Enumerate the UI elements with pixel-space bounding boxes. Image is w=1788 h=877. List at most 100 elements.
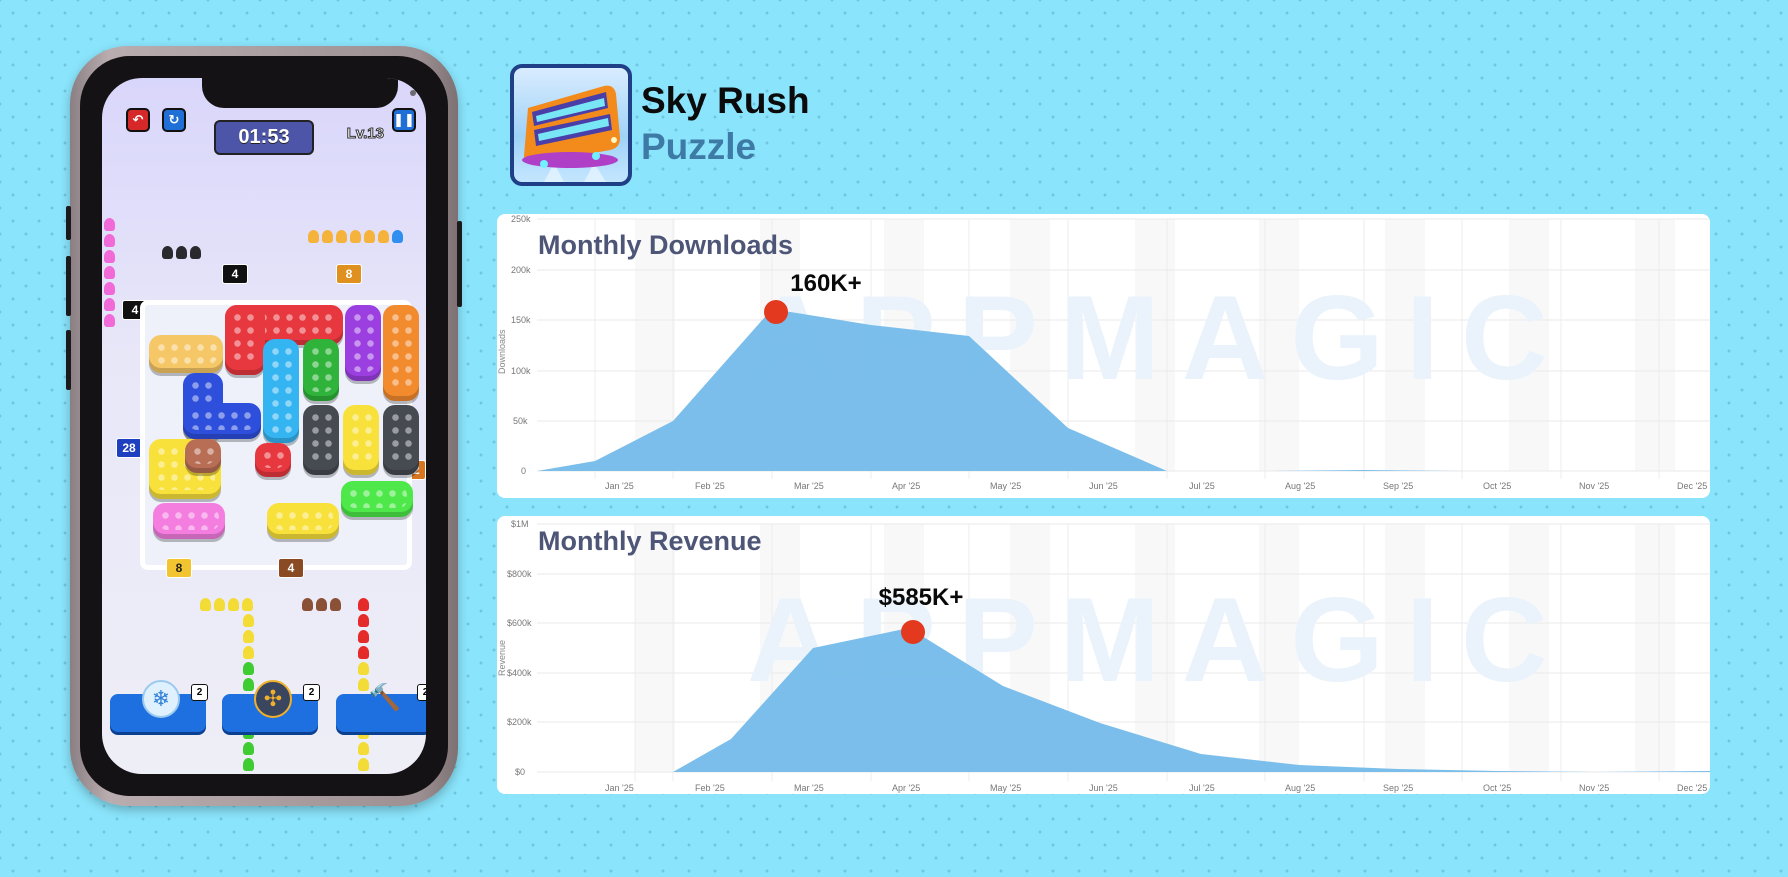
station-tag: 8 [336, 264, 362, 284]
svg-text:Dec '25: Dec '25 [1677, 481, 1707, 491]
phone-notch [202, 78, 416, 108]
orange-bus-block[interactable] [383, 305, 419, 401]
y-axis-label: Revenue [497, 640, 507, 676]
svg-text:Feb '25: Feb '25 [695, 481, 725, 491]
svg-text:Jun '25: Jun '25 [1089, 783, 1118, 793]
tan-bus-block[interactable] [149, 335, 223, 373]
booster-count: 2 [303, 684, 320, 701]
phone-side-button [66, 206, 71, 240]
phone-mockup: ↶ ↻ 01:53 Lv.13 ❚❚ 4 8 4 28 12 [66, 46, 462, 806]
phone-volume-up-button [66, 256, 71, 316]
svg-text:Jan '25: Jan '25 [605, 481, 634, 491]
phone-bezel: ↶ ↻ 01:53 Lv.13 ❚❚ 4 8 4 28 12 [80, 56, 448, 796]
red-small-block[interactable] [255, 443, 291, 477]
peak-marker [901, 620, 925, 644]
front-camera [410, 90, 416, 96]
svg-text:Dec '25: Dec '25 [1677, 783, 1707, 793]
undo-icon: ↶ [132, 112, 144, 127]
svg-text:100k: 100k [511, 366, 531, 376]
puzzle-board [140, 300, 419, 570]
cyan-bus-block[interactable] [263, 339, 299, 443]
station-tag: 4 [222, 264, 248, 284]
phone-power-button [457, 221, 462, 307]
svg-text:May '25: May '25 [990, 783, 1021, 793]
freeze-booster-button[interactable]: ❄ 2 [110, 680, 208, 732]
red-yellow-people-column [358, 598, 369, 774]
pink-bus-block[interactable] [153, 503, 225, 539]
svg-text:Mar '25: Mar '25 [794, 783, 824, 793]
svg-text:$200k: $200k [507, 717, 532, 727]
svg-text:May '25: May '25 [990, 481, 1021, 491]
hammer-icon: 🔨 [368, 681, 402, 712]
svg-text:150k: 150k [511, 315, 531, 325]
purple-bus-block[interactable] [345, 305, 381, 381]
restart-button[interactable]: ↻ [162, 108, 186, 132]
downloads-chart-card: APPMAGIC 250k 200k 150k 100k 50k 0 Downloads… [497, 214, 1710, 498]
svg-text:Sep '25: Sep '25 [1383, 481, 1413, 491]
booster-count: 2 [417, 684, 426, 701]
game-screen: ↶ ↻ 01:53 Lv.13 ❚❚ 4 8 4 28 12 [102, 78, 426, 774]
hammer-booster-button[interactable]: 🔨 2 [336, 682, 426, 732]
grey-bus-block[interactable] [303, 405, 339, 475]
svg-text:250k: 250k [511, 214, 531, 224]
brown-small-block[interactable] [185, 439, 221, 473]
level-indicator: Lv.13 [346, 125, 384, 143]
green-bus-block-2[interactable] [341, 481, 413, 517]
booster-count: 2 [191, 684, 208, 701]
app-genre: Puzzle [641, 126, 757, 167]
green-bus-block[interactable] [303, 339, 339, 401]
pause-button[interactable]: ❚❚ [392, 108, 416, 132]
revenue-chart-card: APPMAGIC $1M $800k $600k $400k $200k $0 Reve… [497, 516, 1710, 794]
black-people-queue [162, 246, 201, 259]
pause-icon: ❚❚ [393, 112, 415, 127]
yellow-bus-block[interactable] [343, 405, 379, 475]
propeller-booster-button[interactable]: ✣ 2 [222, 680, 320, 732]
downloads-chart-title: Monthly Downloads [538, 230, 793, 260]
svg-text:Mar '25: Mar '25 [794, 481, 824, 491]
svg-text:Aug '25: Aug '25 [1285, 783, 1315, 793]
brown-people-queue [302, 598, 341, 611]
svg-text:0: 0 [521, 466, 526, 476]
yellow-people-queue [200, 598, 253, 611]
svg-text:Oct '25: Oct '25 [1483, 481, 1511, 491]
svg-text:Apr '25: Apr '25 [892, 783, 920, 793]
phone-volume-down-button [66, 330, 71, 390]
app-title: Sky Rush [641, 80, 810, 121]
revenue-chart-title: Monthly Revenue [538, 526, 762, 556]
svg-text:Nov '25: Nov '25 [1579, 783, 1609, 793]
flying-bus-app-icon [522, 85, 620, 182]
svg-text:Aug '25: Aug '25 [1285, 481, 1315, 491]
station-tag: 4 [278, 558, 304, 578]
svg-text:200k: 200k [511, 265, 531, 275]
orange-people-queue [308, 230, 403, 243]
svg-text:Sep '25: Sep '25 [1383, 783, 1413, 793]
svg-text:Nov '25: Nov '25 [1579, 481, 1609, 491]
revenue-chart: APPMAGIC $1M$800k$600k $400k$200k$0 Reve… [497, 519, 1710, 793]
red-bus-block-leg[interactable] [225, 305, 265, 375]
propeller-bomb-icon: ✣ [254, 680, 292, 718]
peak-marker [764, 300, 788, 324]
grey-bus-block[interactable] [383, 405, 419, 475]
svg-text:Jan '25: Jan '25 [605, 783, 634, 793]
svg-text:Jul '25: Jul '25 [1189, 481, 1215, 491]
pink-people-queue [104, 218, 115, 327]
svg-text:$0: $0 [515, 767, 525, 777]
downloads-peak-label: 160K+ [790, 270, 862, 297]
svg-text:Apr '25: Apr '25 [892, 481, 920, 491]
undo-button[interactable]: ↶ [126, 108, 150, 132]
svg-text:$600k: $600k [507, 618, 532, 628]
restart-icon: ↻ [168, 112, 180, 127]
station-tag: 28 [116, 438, 142, 458]
svg-text:$1M: $1M [511, 519, 529, 529]
svg-text:Jul '25: Jul '25 [1189, 783, 1215, 793]
svg-text:Oct '25: Oct '25 [1483, 783, 1511, 793]
yellow-bus-block-2[interactable] [267, 503, 339, 539]
blue-bus-block-foot[interactable] [183, 403, 261, 439]
revenue-peak-label: $585K+ [878, 584, 964, 611]
svg-text:$800k: $800k [507, 569, 532, 579]
svg-text:$400k: $400k [507, 668, 532, 678]
station-tag: 8 [166, 558, 192, 578]
app-icon [510, 64, 632, 186]
svg-text:50k: 50k [513, 416, 528, 426]
